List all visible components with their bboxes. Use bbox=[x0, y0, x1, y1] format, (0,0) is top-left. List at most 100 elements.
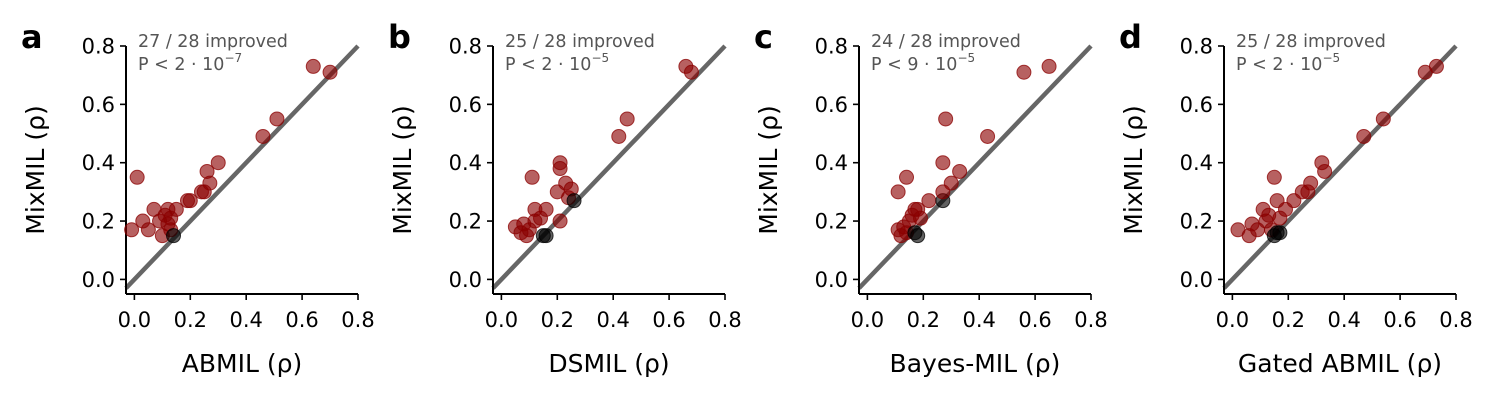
diagonal-line bbox=[124, 44, 360, 290]
data-point-not-improved bbox=[166, 228, 182, 244]
data-point-improved bbox=[1016, 64, 1032, 80]
p-value-prefix: P < 9 · 10 bbox=[871, 55, 957, 75]
y-tick-label: 0.4 bbox=[82, 151, 115, 175]
x-tick-label: 0.2 bbox=[174, 308, 207, 332]
y-tick-label: 0.4 bbox=[1180, 151, 1213, 175]
p-value-prefix: P < 2 · 10 bbox=[505, 55, 591, 75]
p-value-annotation: P < 9 · 10−5 bbox=[871, 51, 975, 75]
y-tick-label: 0.2 bbox=[449, 210, 482, 234]
x-tick-label: 0.6 bbox=[1018, 308, 1051, 332]
x-tick-label: 0.0 bbox=[851, 308, 884, 332]
data-point-improved bbox=[305, 58, 321, 74]
x-tick-label: 0.0 bbox=[485, 308, 518, 332]
improved-count-annotation: 27 / 28 improved bbox=[138, 32, 288, 52]
x-tick-label: 0.6 bbox=[285, 308, 318, 332]
panel-a: a 0.0 0.2 0.4 0.6 0.8 0.0 0.2 0.4 0.6 0.8 ABMIL (ρ)… bbox=[21, 18, 375, 378]
x-tick-label: 0.8 bbox=[1439, 308, 1472, 332]
data-point-improved bbox=[255, 128, 271, 144]
data-point-improved bbox=[980, 128, 996, 144]
data-point-improved bbox=[524, 169, 540, 185]
p-value-exponent: −5 bbox=[591, 51, 609, 65]
data-point-improved bbox=[182, 193, 198, 209]
data-point-improved bbox=[269, 111, 285, 127]
y-tick-label: 0.4 bbox=[449, 151, 482, 175]
improved-count-annotation: 25 / 28 improved bbox=[505, 32, 655, 52]
data-point-not-improved bbox=[910, 228, 926, 244]
y-tick-label: 0.0 bbox=[815, 268, 848, 292]
data-point-improved bbox=[129, 169, 145, 185]
y-axis-label: MixMIL (ρ) bbox=[754, 105, 783, 235]
data-point-improved bbox=[322, 64, 338, 80]
p-value-exponent: −5 bbox=[957, 51, 975, 65]
data-point-improved bbox=[943, 175, 959, 191]
p-value-prefix: P < 2 · 10 bbox=[1236, 55, 1322, 75]
data-point-improved bbox=[1266, 169, 1282, 185]
x-tick-label: 0.2 bbox=[1272, 308, 1305, 332]
panel-letter: d bbox=[1119, 18, 1142, 56]
data-point-improved bbox=[619, 111, 635, 127]
x-tick-label: 0.4 bbox=[962, 308, 995, 332]
panel-c: c 0.0 0.2 0.4 0.6 0.8 0.0 0.2 0.4 0.6 0.8 Bayes-MIL… bbox=[754, 18, 1108, 378]
x-tick-label: 0.0 bbox=[1216, 308, 1249, 332]
x-tick-label: 0.4 bbox=[229, 308, 262, 332]
y-tick-label: 0.0 bbox=[449, 268, 482, 292]
data-point-improved bbox=[890, 184, 906, 200]
y-tick-label: 0.2 bbox=[82, 210, 115, 234]
y-tick-label: 0.8 bbox=[82, 35, 115, 59]
data-point-improved bbox=[952, 163, 968, 179]
x-tick-label: 0.8 bbox=[341, 308, 374, 332]
x-tick-label: 0.8 bbox=[708, 308, 741, 332]
x-tick-label: 0.8 bbox=[1074, 308, 1107, 332]
x-axis-label: Gated ABMIL (ρ) bbox=[1238, 349, 1442, 378]
y-tick-label: 0.8 bbox=[449, 35, 482, 59]
data-point-improved bbox=[1303, 175, 1319, 191]
p-value-annotation: P < 2 · 10−5 bbox=[1236, 51, 1340, 75]
data-point-improved bbox=[912, 210, 928, 226]
y-tick-label: 0.2 bbox=[815, 210, 848, 234]
y-tick-label: 0.0 bbox=[82, 268, 115, 292]
panel-d: d 0.0 0.2 0.4 0.6 0.8 0.0 0.2 0.4 0.6 0.8 Gated ABM… bbox=[1119, 18, 1473, 378]
y-tick-label: 0.6 bbox=[449, 93, 482, 117]
x-tick-label: 0.2 bbox=[907, 308, 940, 332]
y-axis-label: MixMIL (ρ) bbox=[388, 105, 417, 235]
data-point-improved bbox=[1041, 58, 1057, 74]
diagonal-line bbox=[857, 44, 1093, 290]
y-tick-label: 0.6 bbox=[1180, 93, 1213, 117]
y-tick-label: 0.8 bbox=[815, 35, 848, 59]
x-axis-label: DSMIL (ρ) bbox=[548, 349, 669, 378]
y-tick-label: 0.6 bbox=[815, 93, 848, 117]
improved-count-annotation: 24 / 28 improved bbox=[871, 32, 1021, 52]
data-point-not-improved bbox=[1272, 225, 1288, 241]
panel-letter: a bbox=[21, 18, 43, 56]
data-point-improved bbox=[1317, 163, 1333, 179]
y-tick-label: 0.0 bbox=[1180, 268, 1213, 292]
data-point-improved bbox=[140, 222, 156, 238]
y-tick-label: 0.4 bbox=[815, 151, 848, 175]
p-value-exponent: −7 bbox=[224, 51, 242, 65]
x-tick-label: 0.2 bbox=[541, 308, 574, 332]
data-point-improved bbox=[168, 201, 184, 217]
data-point-improved bbox=[1428, 58, 1444, 74]
data-point-not-improved bbox=[538, 228, 554, 244]
x-tick-label: 0.4 bbox=[596, 308, 629, 332]
p-value-annotation: P < 2 · 10−5 bbox=[505, 51, 609, 75]
y-axis-label: MixMIL (ρ) bbox=[1119, 105, 1148, 235]
panel-letter: c bbox=[754, 18, 773, 56]
x-tick-label: 0.6 bbox=[652, 308, 685, 332]
x-axis-label: Bayes-MIL (ρ) bbox=[890, 349, 1061, 378]
data-point-improved bbox=[210, 155, 226, 171]
x-tick-label: 0.6 bbox=[1383, 308, 1416, 332]
y-tick-label: 0.6 bbox=[82, 93, 115, 117]
improved-count-annotation: 25 / 28 improved bbox=[1236, 32, 1386, 52]
data-point-improved bbox=[1375, 111, 1391, 127]
p-value-prefix: P < 2 · 10 bbox=[138, 55, 224, 75]
diagonal-line bbox=[1222, 44, 1458, 290]
y-axis-label: MixMIL (ρ) bbox=[21, 105, 50, 235]
data-point-improved bbox=[202, 175, 218, 191]
data-point-improved bbox=[552, 213, 568, 229]
p-value-exponent: −5 bbox=[1322, 51, 1340, 65]
data-point-improved bbox=[611, 128, 627, 144]
data-point-improved bbox=[899, 169, 915, 185]
y-tick-label: 0.8 bbox=[1180, 35, 1213, 59]
